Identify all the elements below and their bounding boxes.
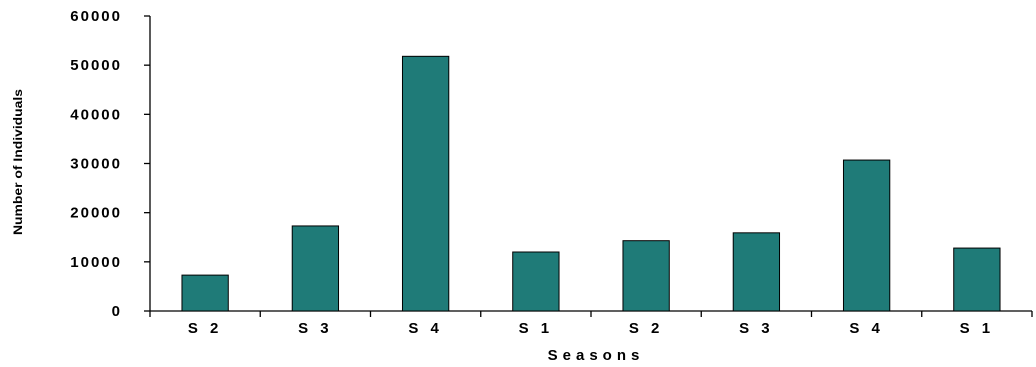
bar	[512, 251, 560, 312]
y-tick-label: 0	[112, 303, 122, 320]
y-tick-label: 50000	[70, 57, 122, 74]
y-tick-label: 40000	[70, 106, 122, 123]
bar	[842, 159, 891, 312]
x-tick-label: S 3	[298, 320, 333, 337]
bar	[953, 247, 1001, 312]
bar	[181, 274, 229, 312]
x-tick-label: S 3	[739, 320, 774, 337]
x-tick-label: S 4	[849, 320, 884, 337]
bars	[181, 55, 1001, 312]
x-axis-title: Seasons	[548, 347, 645, 364]
y-tick-label: 20000	[70, 205, 122, 222]
y-axis-title: Number of Individuals	[11, 89, 25, 235]
x-axis: S 2 S 3 S 4 S 1 S 2 S 3 S 4 S 1	[149, 310, 1033, 337]
x-tick-label: S 2	[188, 320, 223, 337]
bar	[732, 232, 781, 312]
bar	[622, 240, 670, 312]
x-tick-label: S 4	[408, 320, 443, 337]
y-tick-label: 10000	[70, 254, 122, 271]
x-tick-label: S 2	[629, 320, 664, 337]
y-tick-label: 30000	[70, 156, 122, 173]
bar	[291, 225, 340, 312]
x-tick-label: S 1	[960, 320, 995, 337]
y-tick-label: 60000	[70, 8, 122, 25]
bar	[401, 55, 450, 312]
x-tick-label: S 1	[519, 320, 554, 337]
y-axis: 0 10000 20000 30000 40000 50000 60000	[70, 8, 151, 320]
